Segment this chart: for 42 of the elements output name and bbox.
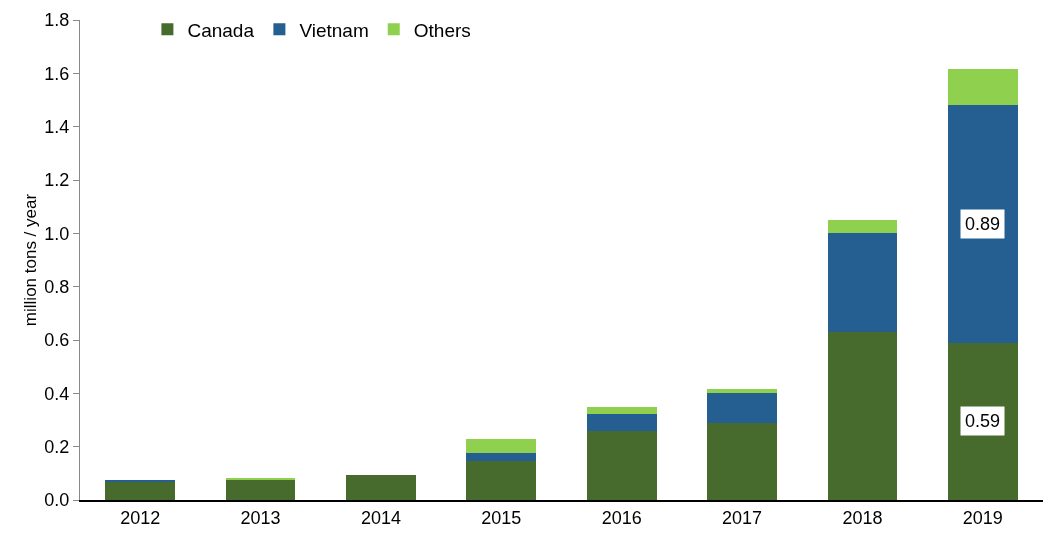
y-tick-label: 0.6	[44, 330, 70, 351]
bar	[707, 389, 777, 394]
x-tick-label: 2017	[722, 507, 763, 528]
y-tick-label: 1.4	[44, 116, 70, 137]
bar	[586, 407, 657, 414]
x-tick-label: 2015	[481, 507, 522, 528]
bar	[225, 480, 296, 500]
x-tick-label: 2014	[360, 507, 401, 528]
bar	[707, 393, 777, 423]
y-tick-label: 1.6	[44, 63, 70, 84]
y-tick-label: 1.8	[44, 10, 70, 31]
y-tick-label: 1.0	[44, 223, 70, 244]
data-label: 0.89	[965, 214, 1001, 234]
x-tick-label: 2016	[601, 507, 642, 528]
bar	[466, 453, 537, 462]
bar	[947, 69, 1018, 106]
y-tick-label: 0.4	[44, 383, 70, 404]
bar	[827, 332, 898, 500]
x-tick-label: 2019	[962, 507, 1003, 528]
bar	[466, 461, 537, 500]
bar	[586, 413, 657, 431]
y-tick-label: 1.2	[44, 170, 70, 191]
bar	[947, 342, 1018, 500]
bar	[947, 105, 1018, 343]
bar	[466, 438, 537, 454]
bar	[827, 233, 898, 332]
y-tick-label: 0.2	[44, 436, 70, 457]
legend-label: Others	[413, 19, 471, 41]
x-tick-label: 2012	[120, 507, 161, 528]
bar	[707, 422, 777, 500]
bar	[346, 474, 416, 500]
y-axis-title: million tons / year	[21, 193, 40, 327]
data-label: 0.59	[965, 411, 1001, 431]
bar	[827, 220, 898, 234]
bar	[586, 430, 657, 500]
legend-label: Vietnam	[299, 19, 369, 41]
legend-label: Canada	[187, 19, 255, 41]
x-tick-label: 2013	[240, 507, 281, 528]
bar	[105, 481, 176, 500]
y-tick-label: 0.0	[44, 490, 70, 511]
x-tick-label: 2018	[842, 507, 883, 528]
y-tick-label: 0.8	[44, 276, 70, 297]
